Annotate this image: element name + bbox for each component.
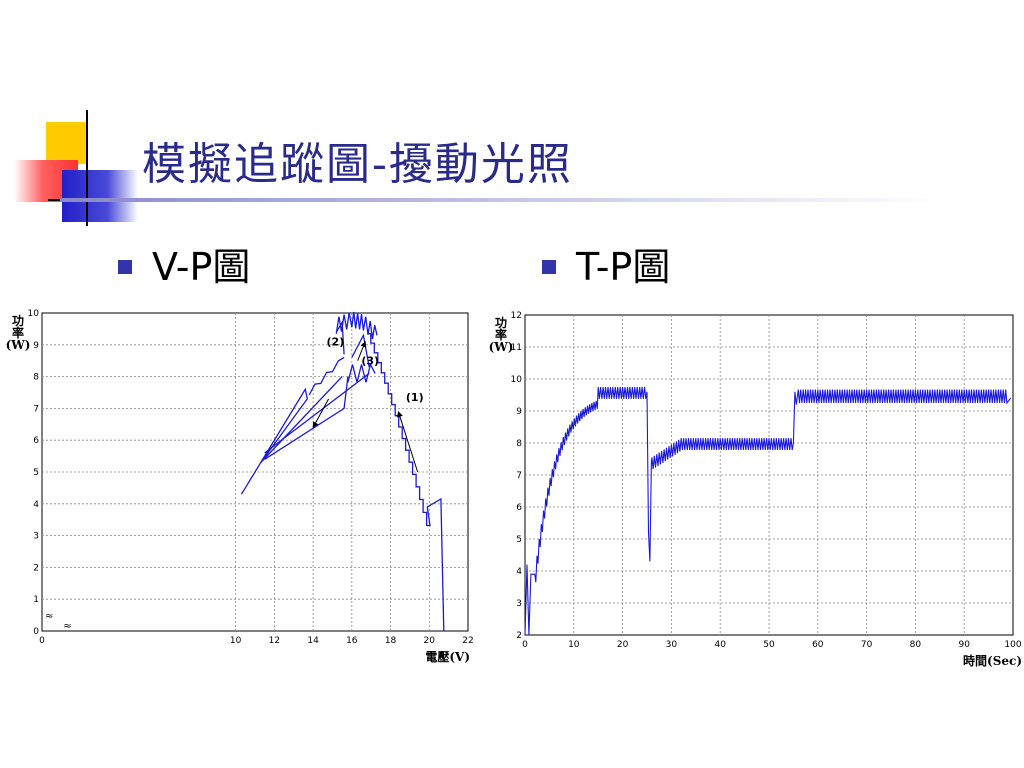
corner-vertical-line xyxy=(86,110,88,226)
tp-ylabel-line: 率 xyxy=(495,327,507,342)
tp-ytick-label: 7 xyxy=(516,471,522,481)
vp-annotation-label: (1) xyxy=(406,391,424,404)
vp-xtick-label: 18 xyxy=(385,636,397,646)
vp-xtick-label: 14 xyxy=(307,636,319,646)
corner-blue-square xyxy=(62,170,138,222)
vp-ytick-label: 0 xyxy=(33,627,39,637)
vp-arrow-1 xyxy=(397,411,419,473)
vp-ytick-label: 5 xyxy=(33,468,39,478)
vp-annotation-label: (3) xyxy=(361,354,379,367)
tp-chart: 功率(W) 0 10 20 30 40 50 60 70 80 90 100 2 3 4 5 6 7 8 9 10 11… xyxy=(489,311,1022,668)
vp-ylabel-line: 率 xyxy=(12,325,24,340)
vp-ylabel-line: 功 xyxy=(12,313,24,328)
vp-axis-break-x: ≈ xyxy=(63,621,71,632)
vp-ytick-label: 1 xyxy=(33,595,39,605)
vp-ytick-label: 2 xyxy=(33,563,39,573)
vp-arrow-2 xyxy=(312,398,330,429)
vp-ytick-label: 7 xyxy=(33,404,39,414)
tp-trace-line xyxy=(524,386,1012,636)
bullet-square-icon xyxy=(542,259,556,274)
vp-ytick-label: 8 xyxy=(33,373,39,383)
vp-trace-line xyxy=(347,362,376,383)
vp-xtick-label: 10 xyxy=(230,636,242,646)
tp-ytick-label: 6 xyxy=(516,503,522,513)
bullet-tp: T-P圖 xyxy=(542,236,670,291)
vp-trace-line xyxy=(335,320,345,355)
tp-xtick-label: 100 xyxy=(1004,640,1021,650)
vp-trace-line xyxy=(367,333,445,632)
bullet-vp: V-P圖 xyxy=(118,236,250,291)
vp-ylabel-line: (W) xyxy=(6,338,31,352)
vp-annotation-label: (2) xyxy=(327,335,345,348)
vp-trace-line xyxy=(264,376,349,460)
vp-xtick-label: 20 xyxy=(424,636,436,646)
tp-ytick-label: 11 xyxy=(511,343,522,353)
tp-ytick-label: 4 xyxy=(516,567,522,577)
vp-ytick-label: 3 xyxy=(33,532,39,542)
bullet-square-icon xyxy=(118,259,132,274)
vp-xlabel: 電壓(V) xyxy=(425,650,470,664)
tp-xtick-label: 90 xyxy=(958,640,970,650)
vp-xtick-label: 12 xyxy=(269,636,280,646)
title-underline xyxy=(60,198,940,202)
vp-xtick-label: 16 xyxy=(346,636,358,646)
vp-ytick-label: 6 xyxy=(33,436,39,446)
tp-ylabel-line: (W) xyxy=(489,340,514,354)
tp-xlabel: 時間(Sec) xyxy=(963,653,1022,668)
vp-trace-line xyxy=(335,311,378,340)
tp-ytick-label: 10 xyxy=(511,375,523,385)
vp-trace-line xyxy=(240,376,343,495)
tp-xtick-label: 30 xyxy=(666,640,678,650)
tp-xtick-label: 0 xyxy=(522,640,528,650)
tp-xtick-label: 60 xyxy=(812,640,824,650)
vp-axis-break-y: ≈ xyxy=(45,611,53,622)
tp-ytick-label: 3 xyxy=(516,599,522,609)
tp-xtick-label: 70 xyxy=(861,640,873,650)
vp-ylabel: 功率(W) xyxy=(6,313,31,352)
bullet-tp-label: T-P圖 xyxy=(576,245,671,289)
tp-ylabel-line: 功 xyxy=(495,315,507,330)
tp-ytick-label: 8 xyxy=(516,439,522,449)
tp-xtick-label: 10 xyxy=(568,640,580,650)
vp-ytick-label: 4 xyxy=(33,500,39,510)
tp-ytick-label: 2 xyxy=(516,631,522,641)
tp-xtick-label: 50 xyxy=(763,640,775,650)
tp-ytick-label: 5 xyxy=(516,535,522,545)
tp-xtick-label: 40 xyxy=(714,640,726,650)
tp-ylabel: 功率(W) xyxy=(489,315,514,354)
vp-trace-line xyxy=(264,372,370,454)
corner-yellow-square xyxy=(46,122,88,164)
vp-trace-line xyxy=(308,356,345,396)
tp-xtick-label: 80 xyxy=(910,640,922,650)
bullet-vp-label: V-P圖 xyxy=(152,245,251,289)
slide-title: 模擬追蹤圖-擾動光照 xyxy=(142,139,573,190)
tp-xtick-label: 20 xyxy=(617,640,629,650)
vp-trace-line xyxy=(351,333,370,368)
vp-xtick-label: 0 xyxy=(39,636,45,646)
tp-ytick-label: 12 xyxy=(511,311,522,321)
vp-arrow-3 xyxy=(357,341,367,361)
vp-ytick-label: 9 xyxy=(33,341,39,351)
tp-ytick-label: 9 xyxy=(516,407,522,417)
vp-xtick-label: 22 xyxy=(462,636,473,646)
vp-ytick-label: 10 xyxy=(28,309,40,319)
